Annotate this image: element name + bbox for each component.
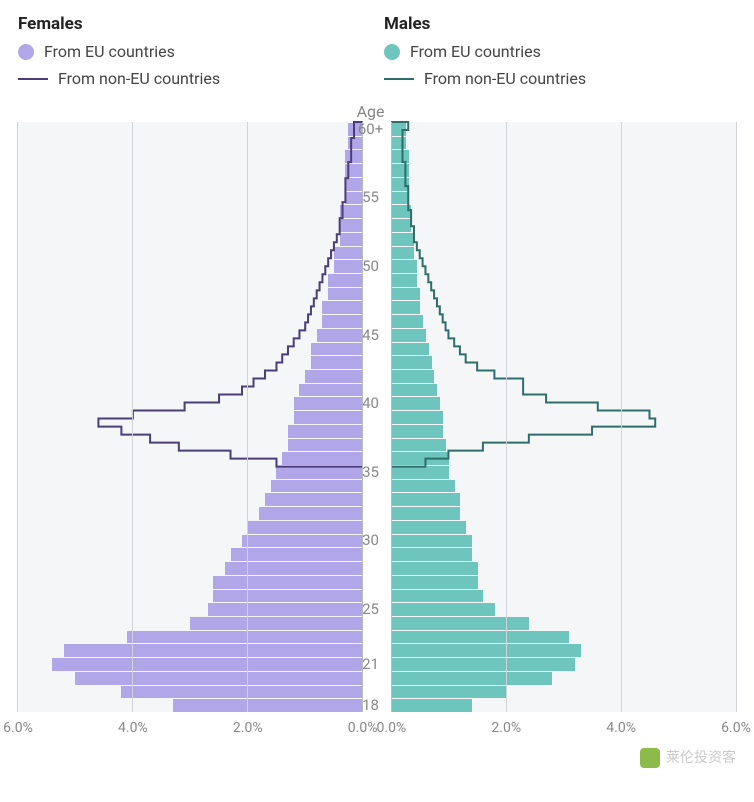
grid-line: [736, 122, 737, 712]
bar: [391, 507, 460, 520]
legend-females-eu: From EU countries: [18, 42, 370, 61]
x-tick-label: 4.0%: [606, 720, 636, 736]
grid-line: [247, 122, 248, 712]
bar: [52, 658, 362, 671]
bar: [391, 631, 569, 644]
bar: [248, 521, 363, 534]
legend-females: Females From EU countries From non-EU co…: [18, 14, 370, 96]
x-tick-label: 6.0%: [3, 720, 33, 736]
y-tick-label: 30: [362, 531, 379, 549]
bar: [391, 480, 454, 493]
legend-males-title: Males: [384, 14, 736, 34]
bar: [391, 521, 466, 534]
legend-males-noneu: From non-EU countries: [384, 69, 736, 88]
y-tick-label: 40: [362, 394, 379, 412]
legend-females-title: Females: [18, 14, 370, 34]
y-tick-label: 25: [362, 600, 379, 618]
legend-males: Males From EU countries From non-EU coun…: [384, 14, 736, 96]
bar: [213, 590, 362, 603]
legend-label: From non-EU countries: [424, 69, 586, 88]
bar: [391, 576, 477, 589]
grid-line: [621, 122, 622, 712]
legend-label: From non-EU countries: [58, 69, 220, 88]
x-tick-label: 0.0%: [377, 720, 407, 736]
population-pyramid-chart: Age 0.0%2.0%4.0%6.0% 0.0%2.0%4.0%6.0% 18…: [18, 102, 736, 742]
legend-males-eu: From EU countries: [384, 42, 736, 61]
bar: [242, 535, 363, 548]
panel-females: 0.0%2.0%4.0%6.0%: [18, 122, 363, 712]
bar: [391, 466, 448, 479]
bar: [75, 672, 362, 685]
bar: [173, 699, 363, 712]
age-axis-label: Age: [357, 102, 385, 121]
bar: [259, 507, 362, 520]
bar: [391, 658, 575, 671]
grid-line: [17, 122, 18, 712]
dot-icon: [18, 44, 34, 60]
bar: [391, 686, 506, 699]
y-tick-label: 50: [362, 257, 379, 275]
bar: [391, 603, 494, 616]
bar: [121, 686, 362, 699]
bar: [391, 535, 471, 548]
y-tick-label: 21: [362, 655, 379, 673]
bar: [391, 644, 581, 657]
bar: [391, 617, 529, 630]
x-tick-label: 2.0%: [491, 720, 521, 736]
grid-line: [132, 122, 133, 712]
x-tick-label: 6.0%: [721, 720, 751, 736]
bar: [391, 699, 471, 712]
y-tick-label: 18: [362, 696, 379, 714]
line-icon: [384, 78, 414, 80]
y-tick-label: 60+: [358, 120, 383, 138]
dot-icon: [384, 44, 400, 60]
bar: [213, 576, 362, 589]
bar: [391, 548, 471, 561]
x-tick-label: 4.0%: [118, 720, 148, 736]
panel-males: 0.0%2.0%4.0%6.0%: [391, 122, 736, 712]
bar: [208, 603, 363, 616]
legend-label: From EU countries: [44, 42, 175, 61]
bar: [391, 562, 477, 575]
wechat-icon: [640, 748, 660, 768]
bar: [391, 493, 460, 506]
watermark-text: 莱伦投资客: [666, 750, 736, 766]
y-tick-label: 35: [362, 463, 379, 481]
line-icon: [18, 78, 48, 80]
bar: [391, 672, 552, 685]
watermark: 莱伦投资客: [640, 747, 736, 768]
bar: [190, 617, 362, 630]
bar: [391, 590, 483, 603]
x-tick-label: 2.0%: [233, 720, 263, 736]
bar: [231, 548, 363, 561]
bar: [64, 644, 363, 657]
grid-line: [391, 122, 392, 712]
legend-females-noneu: From non-EU countries: [18, 69, 370, 88]
y-tick-label: 45: [362, 326, 379, 344]
bar: [127, 631, 363, 644]
bar: [225, 562, 363, 575]
bar: [271, 480, 363, 493]
grid-line: [506, 122, 507, 712]
x-tick-label: 0.0%: [348, 720, 378, 736]
males-noneu-line: [391, 122, 736, 467]
y-tick-label: 55: [362, 188, 379, 206]
legend-label: From EU countries: [410, 42, 541, 61]
legend-container: Females From EU countries From non-EU co…: [0, 0, 754, 102]
females-noneu-line: [18, 122, 363, 467]
bar: [265, 493, 363, 506]
bar: [276, 466, 362, 479]
grid-line: [362, 122, 363, 712]
